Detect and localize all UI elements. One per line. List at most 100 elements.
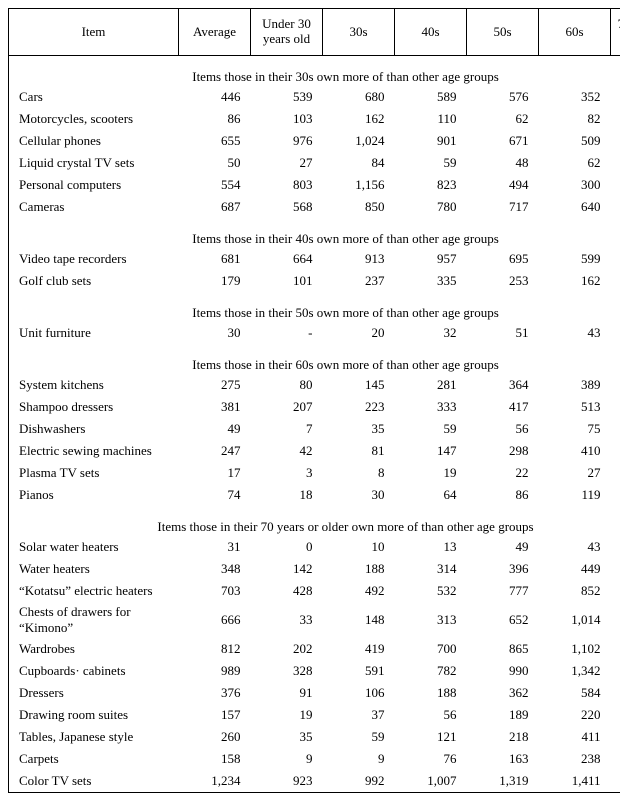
value-cell: 147 xyxy=(395,440,467,462)
value-cell: 35 xyxy=(251,726,323,748)
value-cell: 32 xyxy=(395,322,467,344)
value-cell: 7 xyxy=(251,418,323,440)
table-row: Golf club sets179101237335253162113 xyxy=(9,270,620,292)
value-cell: 812 xyxy=(179,638,251,660)
value-cell: 101 xyxy=(251,270,323,292)
value-cell: 1,014 xyxy=(539,602,611,638)
item-cell: Chests of drawers for “Kimono” xyxy=(9,602,179,638)
value-cell: 700 xyxy=(395,638,467,660)
value-cell: 417 xyxy=(467,396,539,418)
item-cell: Tables, Japanese style xyxy=(9,726,179,748)
table-row: Motorcycles, scooters86103162110628236 xyxy=(9,108,620,130)
value-cell: 655 xyxy=(179,130,251,152)
section-title: Items those in their 70 years or older o… xyxy=(9,506,620,536)
value-cell: 695 xyxy=(467,248,539,270)
item-cell: Dressers xyxy=(9,682,179,704)
value-cell: 664 xyxy=(251,248,323,270)
item-cell: Cars xyxy=(9,86,179,108)
value-cell: 35 xyxy=(611,152,620,174)
section-title: Items those in their 30s own more of tha… xyxy=(9,56,620,87)
value-cell: 976 xyxy=(251,130,323,152)
item-cell: “Kotatsu” electric heaters xyxy=(9,580,179,602)
value-cell: 3 xyxy=(251,462,323,484)
value-cell: 380 xyxy=(611,440,620,462)
value-cell: 352 xyxy=(539,86,611,108)
value-cell: 74 xyxy=(179,484,251,506)
value-cell: 19 xyxy=(395,462,467,484)
value-cell: 84 xyxy=(323,152,395,174)
value-cell: 652 xyxy=(467,602,539,638)
value-cell: 31 xyxy=(179,536,251,558)
value-cell: 389 xyxy=(539,374,611,396)
table-header-row: ItemAverageUnder 30 years old30s40s50s60… xyxy=(9,9,620,56)
value-cell: 158 xyxy=(179,748,251,770)
section-title: Items those in their 40s own more of tha… xyxy=(9,218,620,248)
value-cell: 54 xyxy=(611,536,620,558)
value-cell: 20 xyxy=(323,322,395,344)
value-cell: 554 xyxy=(179,174,251,196)
value-cell: 238 xyxy=(539,748,611,770)
value-cell: 655 xyxy=(611,196,620,218)
value-cell: 823 xyxy=(395,174,467,196)
value-cell: 37 xyxy=(323,704,395,726)
section-title: Items those in their 50s own more of tha… xyxy=(9,292,620,322)
value-cell: 957 xyxy=(395,248,467,270)
value-cell: 1,411 xyxy=(539,770,611,793)
value-cell: 10 xyxy=(323,536,395,558)
item-cell: Shampoo dressers xyxy=(9,396,179,418)
table-row: Pianos7418306486119105 xyxy=(9,484,620,506)
table-row: Plasma TV sets173819222720 xyxy=(9,462,620,484)
value-cell: 599 xyxy=(539,248,611,270)
value-cell: 60 xyxy=(611,418,620,440)
value-cell: 381 xyxy=(179,396,251,418)
value-cell: 1,024 xyxy=(323,130,395,152)
value-cell: 419 xyxy=(323,638,395,660)
col-header: 60s xyxy=(539,9,611,56)
value-cell: 50 xyxy=(179,152,251,174)
table-row: Dishwashers4973559567560 xyxy=(9,418,620,440)
value-cell: 989 xyxy=(179,660,251,682)
value-cell: 91 xyxy=(251,682,323,704)
value-cell: 20 xyxy=(611,462,620,484)
item-cell: Golf club sets xyxy=(9,270,179,292)
value-cell: 396 xyxy=(467,558,539,580)
value-cell: 298 xyxy=(611,704,620,726)
value-cell: 188 xyxy=(323,558,395,580)
value-cell: - xyxy=(251,322,323,344)
value-cell: 298 xyxy=(467,440,539,462)
value-cell: 220 xyxy=(539,704,611,726)
value-cell: 9 xyxy=(323,748,395,770)
value-cell: 992 xyxy=(323,770,395,793)
value-cell: 1,156 xyxy=(323,174,395,196)
value-cell: 666 xyxy=(179,602,251,638)
value-cell: 656 xyxy=(611,682,620,704)
value-cell: 86 xyxy=(179,108,251,130)
value-cell: 314 xyxy=(395,558,467,580)
table-row: Cameras687568850780717640655 xyxy=(9,196,620,218)
value-cell: 333 xyxy=(395,396,467,418)
value-cell: 591 xyxy=(323,660,395,682)
item-cell: Pianos xyxy=(9,484,179,506)
table-row: Chests of drawers for “Kimono”6663314831… xyxy=(9,602,620,638)
value-cell: 75 xyxy=(539,418,611,440)
value-cell: 509 xyxy=(539,130,611,152)
value-cell: 376 xyxy=(179,682,251,704)
col-header: 40s xyxy=(395,9,467,56)
value-cell: 49 xyxy=(179,418,251,440)
value-cell: 62 xyxy=(539,152,611,174)
col-header: Average xyxy=(179,9,251,56)
value-cell: 223 xyxy=(323,396,395,418)
value-cell: 513 xyxy=(539,396,611,418)
value-cell: 495 xyxy=(611,558,620,580)
value-cell: 782 xyxy=(395,660,467,682)
value-cell: 539 xyxy=(251,86,323,108)
value-cell: 33 xyxy=(251,602,323,638)
value-cell: 356 xyxy=(611,374,620,396)
table-row: System kitchens27580145281364389356 xyxy=(9,374,620,396)
col-header: Item xyxy=(9,9,179,56)
table-row: Carpets1589976163238318 xyxy=(9,748,620,770)
value-cell: 22 xyxy=(467,462,539,484)
value-cell: 179 xyxy=(179,270,251,292)
value-cell: 110 xyxy=(395,108,467,130)
value-cell: 589 xyxy=(395,86,467,108)
